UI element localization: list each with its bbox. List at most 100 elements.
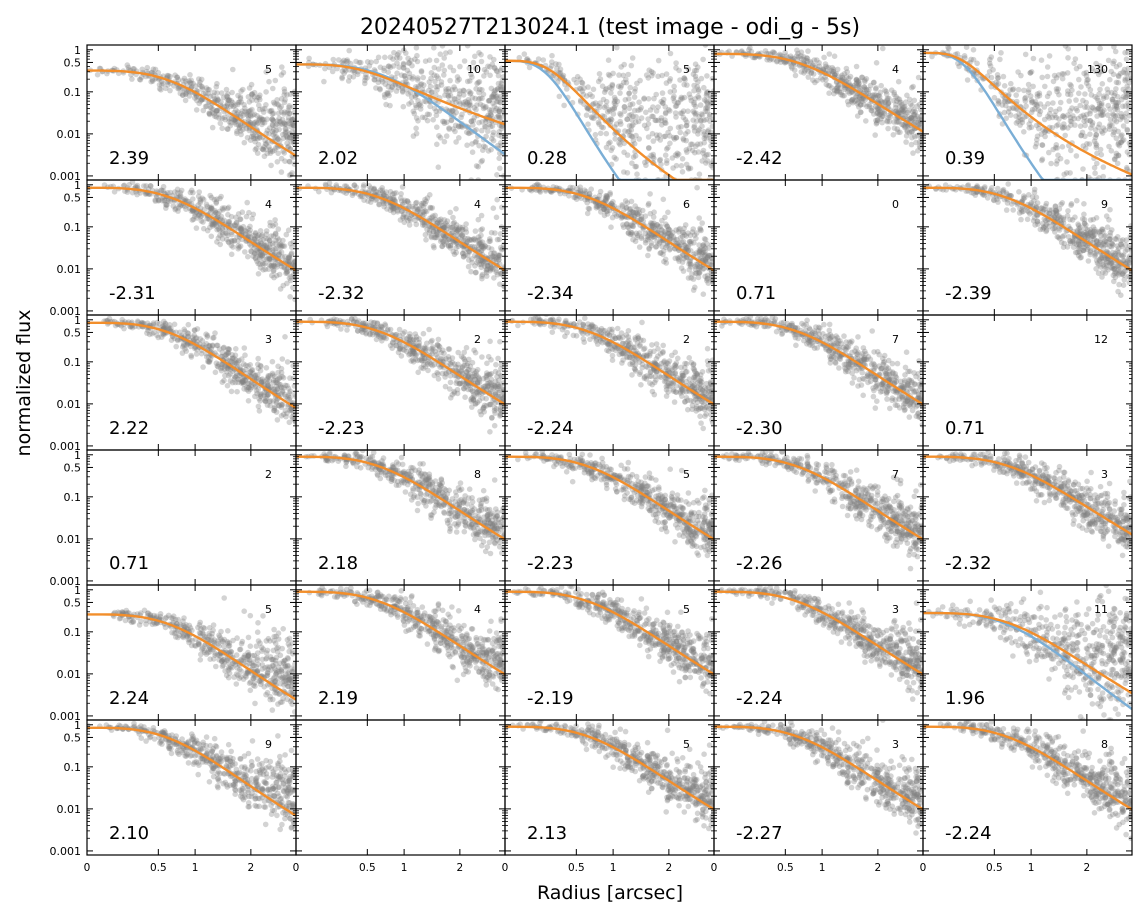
data-point: [212, 209, 219, 216]
data-point: [1022, 98, 1029, 104]
data-point: [693, 143, 699, 150]
data-point: [256, 106, 263, 113]
data-point: [704, 128, 711, 135]
data-point: [648, 152, 654, 159]
data-point: [411, 110, 418, 117]
data-point: [636, 99, 642, 105]
data-point: [891, 89, 897, 96]
panel-value-label: 2.39: [109, 148, 149, 169]
data-point: [1124, 164, 1130, 171]
data-point: [864, 103, 870, 110]
data-point: [243, 213, 250, 220]
data-point: [270, 85, 276, 92]
data-point: [1070, 113, 1076, 119]
data-point: [1044, 93, 1051, 100]
data-point: [1126, 79, 1132, 86]
data-point: [214, 226, 220, 233]
data-point: [479, 239, 486, 246]
data-point: [1097, 69, 1103, 75]
data-point: [273, 237, 279, 244]
data-point: [906, 107, 912, 113]
data-point: [281, 243, 288, 249]
data-point: [270, 132, 277, 138]
data-point: [263, 235, 270, 242]
data-point: [208, 205, 214, 212]
data-point: [826, 83, 833, 89]
data-point: [452, 128, 458, 135]
data-point: [654, 221, 660, 228]
data-point: [247, 223, 253, 230]
data-point: [257, 135, 263, 141]
data-point: [190, 196, 196, 202]
panel-value-label: -2.32: [318, 283, 365, 304]
data-point: [872, 86, 879, 92]
data-point: [874, 117, 881, 123]
data-point: [1016, 114, 1022, 121]
data-point: [253, 97, 260, 104]
data-point: [255, 141, 262, 148]
data-point: [1114, 112, 1120, 119]
data-point: [447, 64, 454, 70]
data-point: [645, 96, 652, 102]
data-point: [439, 45, 446, 49]
data-point: [1115, 39, 1121, 45]
data-point: [591, 115, 597, 122]
data-point: [497, 231, 504, 237]
data-point: [270, 122, 276, 129]
data-point: [1073, 65, 1080, 72]
data-point: [877, 89, 884, 96]
data-point: [687, 232, 694, 239]
data-point: [282, 126, 289, 132]
data-point: [170, 203, 177, 209]
data-point: [139, 66, 145, 73]
data-point: [916, 121, 922, 128]
data-point: [289, 170, 295, 176]
data-point: [1068, 147, 1074, 154]
data-point: [1035, 107, 1042, 113]
data-point: [609, 106, 616, 112]
data-point: [499, 133, 505, 140]
data-point: [914, 113, 920, 120]
data-point: [1061, 114, 1068, 120]
data-point: [647, 191, 653, 197]
data-point: [260, 261, 266, 268]
data-point: [276, 118, 283, 125]
data-point: [876, 94, 883, 100]
data-point: [415, 75, 421, 81]
data-point: [197, 198, 204, 204]
data-point: [853, 76, 860, 83]
data-point: [680, 114, 687, 121]
data-point: [381, 67, 387, 74]
data-point: [306, 55, 312, 62]
data-point: [183, 206, 189, 212]
data-point: [849, 96, 856, 103]
data-point: [650, 70, 656, 76]
data-point: [617, 118, 623, 125]
data-point: [265, 139, 271, 145]
data-point: [1112, 113, 1119, 120]
data-point: [638, 216, 644, 223]
data-point: [247, 137, 254, 143]
data-point: [290, 122, 296, 129]
data-point: [387, 102, 393, 109]
data-point: [284, 140, 290, 146]
data-point: [255, 271, 262, 277]
data-point: [695, 131, 701, 137]
data-point: [686, 145, 693, 152]
data-point: [400, 103, 407, 110]
panel-0-3: -2.424: [713, 44, 924, 181]
data-point: [343, 183, 350, 189]
data-point: [824, 65, 830, 71]
data-point: [329, 68, 336, 75]
data-point: [414, 58, 421, 65]
data-point: [629, 160, 635, 166]
data-point: [651, 209, 657, 215]
data-point: [226, 220, 232, 226]
data-point: [1087, 108, 1094, 114]
data-point: [1009, 87, 1016, 93]
data-point: [703, 152, 710, 158]
data-point: [275, 110, 282, 117]
data-point: [988, 54, 995, 60]
data-point: [1114, 104, 1120, 111]
data-point: [487, 112, 494, 118]
